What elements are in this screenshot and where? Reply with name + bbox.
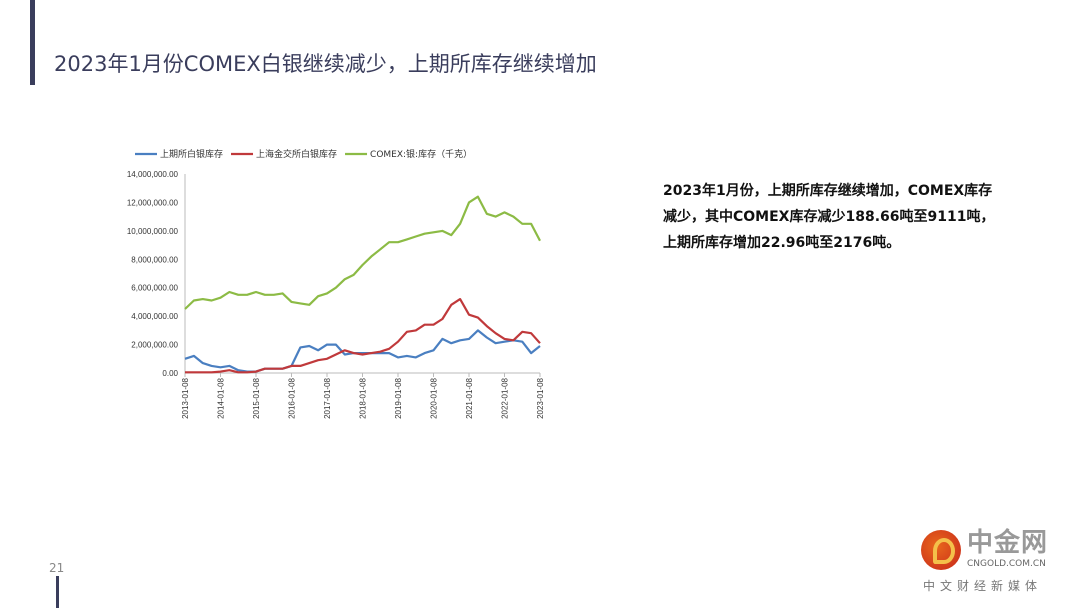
x-tick-label: 2022-01-08 bbox=[501, 377, 510, 418]
x-tick-label: 2023-01-08 bbox=[536, 377, 545, 418]
series-line-0 bbox=[184, 329, 541, 373]
slide-title: 2023年1月份COMEX白银继续减少，上期所库存继续增加 bbox=[54, 52, 597, 76]
page-number: 21 bbox=[49, 561, 65, 575]
x-tick-label: 2020-01-08 bbox=[430, 377, 439, 418]
x-tick-label: 2014-01-08 bbox=[217, 377, 226, 418]
logo-url: CNGOLD.COM.CN bbox=[967, 559, 1046, 569]
logo-text-block: 中金网 CNGOLD.COM.CN bbox=[967, 528, 1048, 570]
x-tick-label: 2016-01-08 bbox=[288, 377, 297, 418]
series-line-2 bbox=[184, 195, 541, 310]
accent-bar bbox=[30, 0, 35, 85]
y-tick-label: 4,000,000.00 bbox=[131, 312, 178, 321]
y-tick-label: 12,000,000.00 bbox=[127, 198, 179, 207]
y-tick-label: 14,000,000.00 bbox=[127, 170, 179, 179]
x-tick-label: 2021-01-08 bbox=[465, 377, 474, 418]
inventory-line-chart: 0.00 2,000,000.00 4,000,000.00 6,000,000.00… bbox=[127, 148, 545, 419]
page-bar bbox=[56, 576, 59, 608]
y-tick-label: 0.00 bbox=[162, 369, 178, 378]
x-tick-label: 2013-01-08 bbox=[181, 377, 190, 418]
legend-label-1: 上海金交所白银库存 bbox=[256, 148, 337, 160]
logo-tagline: 中文财经新媒体 bbox=[923, 579, 1043, 593]
logo-name: 中金网 bbox=[967, 528, 1049, 558]
series-line-1 bbox=[185, 298, 541, 374]
legend-label-0: 上期所白银库存 bbox=[160, 148, 223, 160]
x-tick-label: 2019-01-08 bbox=[394, 377, 403, 418]
y-tick-label: 8,000,000.00 bbox=[131, 255, 178, 264]
x-tick-label: 2015-01-08 bbox=[252, 377, 261, 418]
y-tick-label: 6,000,000.00 bbox=[131, 284, 178, 293]
y-tick-label: 2,000,000.00 bbox=[131, 341, 178, 350]
x-tick-label: 2018-01-08 bbox=[359, 377, 368, 418]
legend-label-2: COMEX:银:库存（千克） bbox=[370, 148, 472, 160]
logo-emblem-icon bbox=[921, 530, 961, 570]
slide-description: 2023年1月份，上期所库存继续增加，COMEX库存减少，其中COMEX库存减少… bbox=[663, 183, 995, 251]
y-tick-label: 10,000,000.00 bbox=[127, 227, 179, 236]
cngold-logo: 中金网 CNGOLD.COM.CN 中文财经新媒体 bbox=[905, 526, 1075, 606]
x-tick-label: 2017-01-08 bbox=[323, 377, 332, 418]
